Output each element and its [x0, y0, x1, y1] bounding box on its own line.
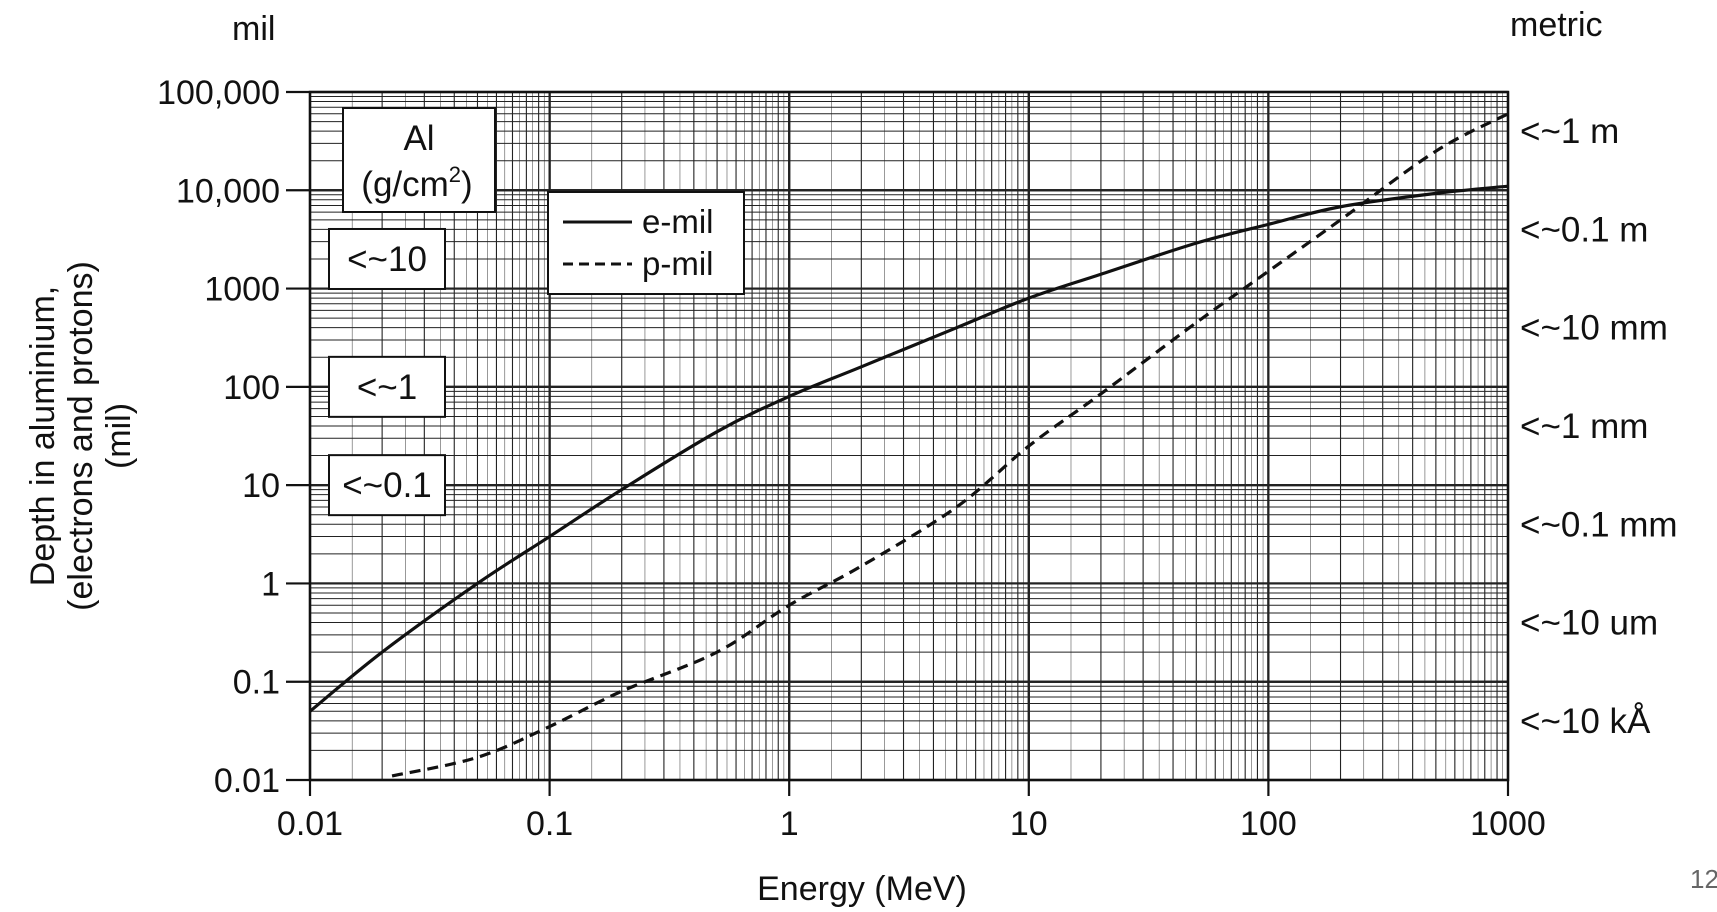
- y-axis-title-line-1: Depth in aluminium,: [24, 286, 62, 586]
- page-number: 12: [1690, 864, 1717, 894]
- x-tick-label: 1: [780, 805, 799, 843]
- density-header-box: Al (g/cm2): [343, 108, 495, 212]
- legend-label-e-mil: e-mil: [642, 203, 714, 240]
- y-tick-label: 10: [242, 467, 280, 505]
- left-unit-label: mil: [232, 10, 275, 48]
- x-tick-label: 0.01: [277, 805, 343, 843]
- density-boxes: <~10 <~1 <~0.1: [329, 229, 445, 515]
- metric-tick-label: <~0.1 m: [1520, 210, 1648, 249]
- metric-tick-label: <~10 mm: [1520, 309, 1668, 348]
- metric-tick-label: <~0.1 mm: [1520, 505, 1678, 544]
- metric-tick-label: <~1 m: [1520, 112, 1619, 151]
- right-unit-label: metric: [1510, 6, 1603, 44]
- y-axis-title-line-3: (mil): [100, 403, 138, 469]
- y-tick-label: 1000: [204, 271, 280, 309]
- density-box: <~1: [329, 357, 445, 417]
- x-tick-label: 0.1: [526, 805, 573, 843]
- x-tick-label: 100: [1240, 805, 1297, 843]
- y-tick-label: 100,000: [157, 74, 280, 112]
- legend-label-p-mil: p-mil: [642, 245, 714, 282]
- x-tick-label: 10: [1010, 805, 1048, 843]
- y-tick-label: 1: [261, 565, 280, 603]
- density-box-label: <~10: [347, 240, 427, 279]
- y-tick-label: 0.01: [214, 762, 280, 800]
- density-box-label: <~0.1: [342, 466, 432, 505]
- y-tick-label: 100: [223, 369, 280, 407]
- density-box: <~10: [329, 229, 445, 289]
- metric-tick-label: <~10 um: [1520, 604, 1658, 643]
- x-tick-label: 1000: [1470, 805, 1546, 843]
- y-axis-title-line-2: (electrons and protons): [62, 261, 100, 611]
- y-tick-label: 10,000: [176, 172, 280, 210]
- legend: e-mil p-mil: [548, 192, 744, 294]
- metric-tick-label: <~10 kÅ: [1520, 702, 1651, 741]
- x-axis-title: Energy (MeV): [757, 870, 967, 908]
- density-box: <~0.1: [329, 455, 445, 515]
- density-box-label: <~1: [357, 368, 417, 407]
- metric-tick-label: <~1 mm: [1520, 407, 1648, 446]
- y-tick-label: 0.1: [233, 664, 280, 702]
- density-header-title: Al: [403, 119, 434, 158]
